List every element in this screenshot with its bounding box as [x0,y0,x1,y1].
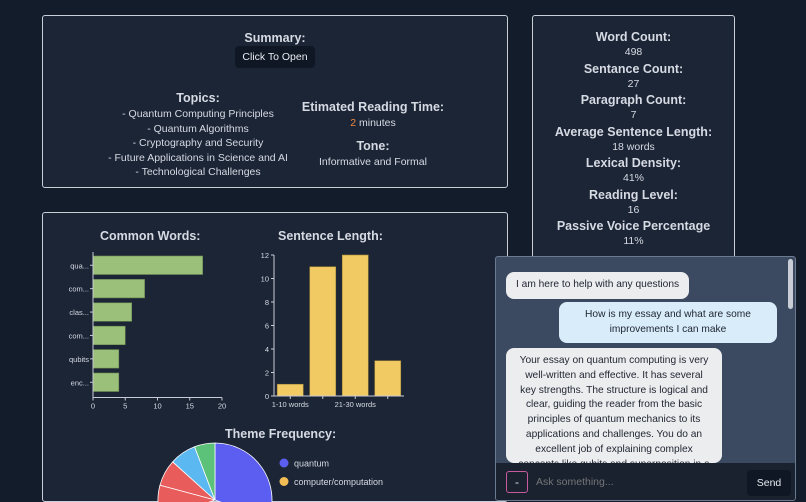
stat-avg-sentence-length: Average Sentence Length: 18 words [533,125,734,157]
chat-input-bar: - Send [496,463,795,500]
chat-message-bot: Your essay on quantum computing is very … [506,348,722,463]
stat-label: Reading Level: [589,187,678,202]
stat-label: Lexical Density: [585,156,682,170]
chat-input[interactable] [532,471,740,493]
reading-time-title: Etimated Reading Time: [301,100,445,114]
stat-paragraph-count: Paragraph Count: 7 [533,93,734,125]
topic-item: - Quantum Computing Principles [122,108,274,120]
minus-button[interactable]: - [506,471,528,493]
reading-time-value: 2 [350,117,357,129]
reading-time-unit: minutes [359,117,396,129]
chat-scrollbar[interactable] [788,259,793,309]
stat-value: 7 [630,109,637,121]
charts-panel: Common Words: Sentence Length: Theme Fre… [42,212,508,502]
sentence-length-title: Sentence Length: [278,229,383,243]
theme-frequency-title: Theme Frequency: [225,427,337,441]
tone-title: Tone: [356,139,390,153]
stat-passive-voice: Passive Voice Percentage 11% [533,219,734,251]
stat-value: 498 [624,46,643,58]
summary-panel: Summary: Click To Open Topics: - Quantum… [42,15,508,188]
reading-time: 2 minutes [288,117,458,129]
stat-value: 18 words [612,140,655,153]
stat-value: 11% [623,235,644,247]
topic-item: - Quantum Algorithms [147,122,249,135]
stat-label: Sentance Count: [583,61,684,76]
topic-item: - Technological Challenges [135,166,261,178]
send-button[interactable]: Send [747,470,791,496]
stat-label: Word Count: [595,30,672,44]
stat-label: Paragraph Count: [580,93,687,107]
stat-word-count: Word Count: 498 [533,30,734,62]
topic-item: - Cryptography and Security [132,137,264,149]
topic-item: - Future Applications in Science and AI [108,151,288,164]
common-words-title: Common Words: [100,229,201,243]
open-summary-button[interactable]: Click To Open [235,46,315,68]
stat-label: Average Sentence Length: [554,124,713,139]
tone-value: Informative and Formal [319,156,427,168]
summary-title: Summary: [244,31,306,45]
topics-list: - Quantum Computing Principles - Quantum… [83,107,313,180]
topics-title: Topics: [176,91,220,105]
stat-lexical-density: Lexical Density: 41% [533,156,734,188]
stat-reading-level: Reading Level: 16 [533,188,734,220]
chat-message-bot: I am here to help with any questions [506,272,690,299]
stats-panel: Word Count: 498 Sentance Count: 27 Paragra… [532,15,735,260]
chat-panel: I am here to help with any questions How… [495,256,796,501]
stat-value: 27 [627,77,640,90]
stat-label: Passive Voice Percentage [556,219,711,233]
stat-value: 41% [622,172,644,184]
stat-sentence-count: Sentance Count: 27 [533,62,734,94]
stat-value: 16 [627,203,640,216]
chat-message-user: How is my essay and what are some improv… [559,302,777,343]
